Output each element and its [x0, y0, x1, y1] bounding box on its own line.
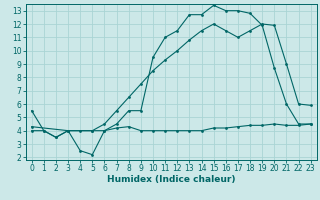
- X-axis label: Humidex (Indice chaleur): Humidex (Indice chaleur): [107, 175, 236, 184]
